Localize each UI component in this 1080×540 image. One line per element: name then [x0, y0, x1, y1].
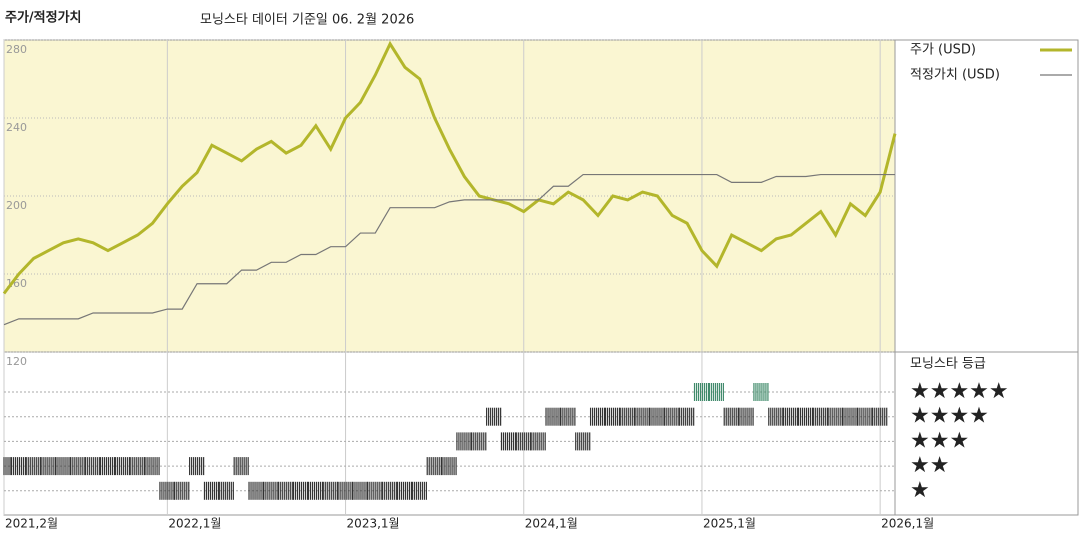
rating-band — [604, 407, 621, 426]
rating-band — [783, 407, 799, 426]
rating-band — [560, 407, 576, 426]
rating-band — [174, 481, 190, 500]
plot-background — [3, 39, 896, 353]
rating-band — [99, 457, 116, 476]
rating-band — [70, 457, 86, 476]
rating-band — [500, 432, 517, 451]
rating-band — [3, 457, 11, 476]
rating-band — [768, 407, 784, 426]
rating-band — [649, 407, 665, 426]
rating-band — [530, 432, 546, 451]
rating-band — [10, 457, 27, 476]
x-tick-label: 2025,1월 — [703, 517, 756, 531]
rating-band — [679, 407, 695, 426]
rating-band — [664, 407, 680, 426]
y-tick-label: 280 — [6, 43, 27, 56]
rating-level-label: ★★★★ — [910, 404, 989, 429]
rating-band — [367, 481, 383, 500]
y-tick-label: 120 — [6, 355, 27, 368]
rating-band — [203, 481, 220, 500]
x-tick-label: 2022,1월 — [168, 517, 221, 531]
x-tick-label: 2024,1월 — [525, 517, 578, 531]
rating-band — [545, 407, 561, 426]
rating-band — [218, 481, 234, 500]
rating-band — [114, 457, 130, 476]
legend-label: 주가 (USD) — [910, 43, 976, 58]
legend-label: 적정가치 (USD) — [910, 68, 1000, 83]
legend-panel — [894, 39, 1079, 516]
rating-band — [634, 407, 650, 426]
rating-band — [55, 457, 71, 476]
series-line — [2, 40, 897, 295]
rating-level-label: ★ — [910, 478, 930, 503]
y-tick-label: 160 — [6, 277, 27, 290]
rating-band — [619, 407, 635, 426]
rating-band — [396, 481, 413, 500]
rating-level-label: ★★★ — [910, 428, 969, 453]
rating-band — [486, 407, 502, 426]
rating-band — [456, 432, 472, 451]
rating-band — [159, 481, 175, 500]
rating-band — [25, 457, 41, 476]
rating-band — [129, 457, 145, 476]
rating-band — [575, 432, 591, 451]
rating-band — [738, 407, 754, 426]
rating-band — [812, 407, 828, 426]
rating-band — [248, 481, 264, 500]
rating-band — [515, 432, 531, 451]
rating-band — [307, 481, 324, 500]
rating-band — [723, 407, 739, 426]
rating-band — [842, 407, 858, 426]
series-line — [3, 173, 895, 326]
chart-subtitle: 모닝스타 데이터 기준일 06. 2월 2026 — [200, 13, 414, 28]
rating-band — [471, 432, 487, 451]
chart-title: 주가/적정가치 — [5, 10, 82, 26]
rating-band — [144, 457, 160, 476]
rating-legend-title: 모닝스타 등급 — [910, 357, 986, 372]
y-tick-label: 240 — [6, 121, 27, 134]
rating-band — [263, 481, 279, 500]
rating-band — [382, 481, 398, 500]
rating-band — [411, 481, 427, 500]
rating-band — [441, 457, 457, 476]
rating-level-label: ★★★★★ — [910, 379, 1009, 404]
rating-band — [693, 383, 710, 401]
rating-band — [708, 383, 724, 401]
y-tick-label: 200 — [6, 199, 27, 212]
rating-level-label: ★★ — [910, 453, 949, 478]
rating-band — [589, 407, 606, 426]
rating-band — [753, 383, 769, 401]
x-tick-label: 2021,2월 — [5, 517, 58, 531]
rating-band — [40, 457, 56, 476]
rating-band — [426, 457, 442, 476]
rating-band — [337, 481, 353, 500]
rating-band — [292, 481, 309, 500]
rating-band — [189, 457, 205, 476]
rating-band — [797, 407, 814, 426]
rating-band — [857, 407, 873, 426]
x-tick-label: 2026,1월 — [881, 517, 934, 531]
rating-band — [872, 407, 888, 426]
rating-band — [278, 481, 294, 500]
rating-band — [322, 481, 338, 500]
rating-band — [352, 481, 368, 500]
rating-band — [827, 407, 843, 426]
rating-band — [233, 457, 249, 476]
x-tick-label: 2023,1월 — [347, 517, 400, 531]
rating-band — [85, 457, 101, 476]
